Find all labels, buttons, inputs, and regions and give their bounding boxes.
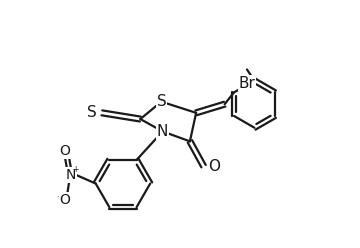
- Text: N: N: [66, 168, 76, 182]
- Text: S: S: [87, 105, 97, 120]
- Text: ⁻: ⁻: [56, 195, 62, 205]
- Text: N: N: [157, 124, 168, 139]
- Text: $^+$: $^+$: [71, 165, 80, 175]
- Text: O: O: [60, 193, 71, 207]
- Text: O: O: [59, 144, 70, 158]
- Text: Br: Br: [239, 76, 255, 91]
- Text: O: O: [208, 159, 220, 174]
- Text: S: S: [157, 94, 166, 109]
